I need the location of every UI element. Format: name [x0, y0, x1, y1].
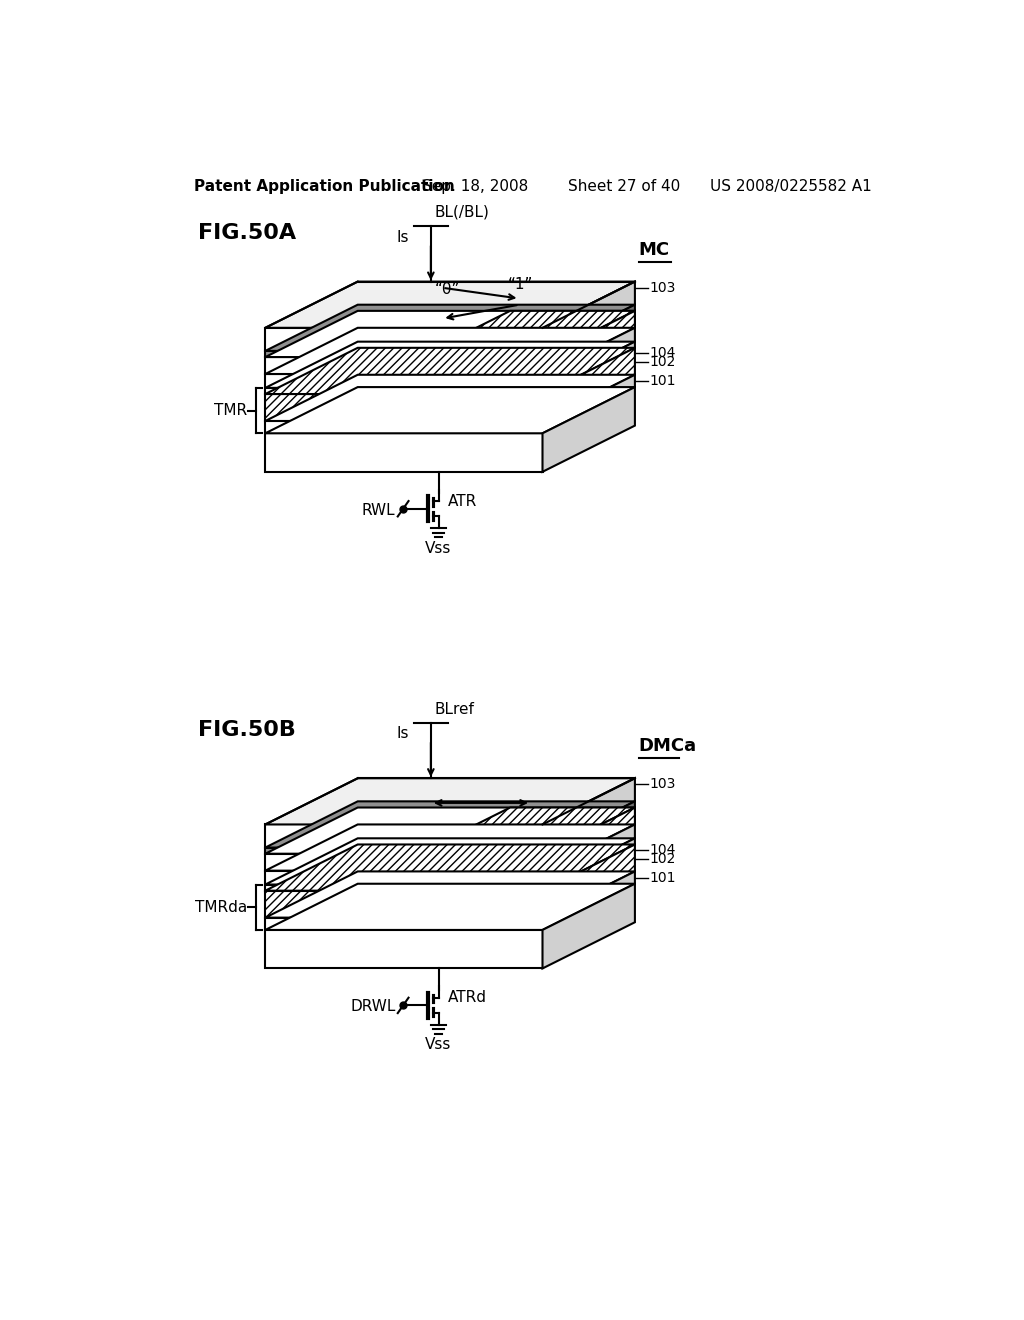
Polygon shape [418, 312, 635, 358]
Polygon shape [265, 884, 543, 891]
Polygon shape [543, 342, 635, 395]
Text: 103: 103 [649, 281, 676, 294]
Polygon shape [265, 342, 635, 388]
Polygon shape [543, 801, 635, 854]
Polygon shape [543, 779, 635, 847]
Polygon shape [543, 327, 635, 388]
Polygon shape [265, 808, 635, 854]
Text: “1”: “1” [508, 277, 534, 292]
Polygon shape [265, 421, 543, 433]
Polygon shape [543, 312, 635, 374]
Polygon shape [543, 825, 635, 884]
Text: ATR: ATR [447, 494, 477, 508]
Polygon shape [418, 854, 543, 871]
Polygon shape [265, 358, 543, 374]
Polygon shape [265, 825, 543, 847]
Text: 102: 102 [649, 355, 676, 370]
Text: FIG.50B: FIG.50B [199, 719, 296, 741]
Text: 104: 104 [649, 346, 676, 360]
Polygon shape [543, 305, 635, 358]
Text: 101: 101 [649, 374, 676, 388]
Text: US 2008/0225582 A1: US 2008/0225582 A1 [710, 178, 871, 194]
Text: BL(/BL): BL(/BL) [435, 205, 489, 220]
Polygon shape [265, 433, 543, 471]
Polygon shape [543, 281, 635, 351]
Polygon shape [265, 327, 543, 351]
Polygon shape [265, 917, 543, 929]
Text: Vss: Vss [425, 541, 452, 556]
Text: Is: Is [397, 726, 410, 742]
Polygon shape [265, 871, 543, 884]
Polygon shape [265, 854, 543, 871]
Polygon shape [265, 779, 635, 825]
Text: RWL: RWL [361, 503, 395, 517]
Polygon shape [543, 884, 635, 969]
Polygon shape [265, 845, 635, 891]
Polygon shape [265, 348, 635, 395]
Polygon shape [265, 387, 635, 433]
Polygon shape [265, 351, 543, 358]
Text: DRWL: DRWL [350, 999, 395, 1015]
Polygon shape [543, 871, 635, 929]
Polygon shape [418, 808, 635, 854]
Text: ATRd: ATRd [447, 990, 486, 1006]
Polygon shape [543, 838, 635, 891]
Text: TMR: TMR [214, 403, 247, 418]
Polygon shape [543, 348, 635, 421]
Polygon shape [265, 312, 635, 358]
Text: 101: 101 [649, 871, 676, 884]
Polygon shape [265, 395, 543, 421]
Polygon shape [265, 305, 635, 351]
Text: Sep. 18, 2008: Sep. 18, 2008 [422, 178, 527, 194]
Text: Patent Application Publication: Patent Application Publication [194, 178, 455, 194]
Polygon shape [265, 327, 635, 374]
Text: 104: 104 [649, 843, 676, 857]
Polygon shape [265, 375, 635, 421]
Text: 102: 102 [649, 853, 676, 866]
Text: “0”: “0” [435, 282, 460, 297]
Text: Is: Is [397, 230, 410, 244]
Polygon shape [265, 871, 635, 917]
Text: Sheet 27 of 40: Sheet 27 of 40 [568, 178, 680, 194]
Polygon shape [265, 891, 543, 917]
Text: BLref: BLref [435, 701, 474, 717]
Polygon shape [265, 801, 635, 847]
Polygon shape [543, 387, 635, 471]
Polygon shape [543, 808, 635, 871]
Polygon shape [265, 838, 635, 884]
Text: MC: MC [639, 240, 670, 259]
Polygon shape [543, 312, 635, 374]
Polygon shape [265, 281, 635, 327]
Polygon shape [543, 845, 635, 917]
Text: FIG.50A: FIG.50A [199, 223, 296, 243]
Polygon shape [543, 375, 635, 433]
Polygon shape [265, 374, 543, 388]
Text: 103: 103 [649, 777, 676, 792]
Polygon shape [543, 808, 635, 871]
Polygon shape [265, 825, 635, 871]
Polygon shape [265, 929, 543, 969]
Text: TMRda: TMRda [195, 900, 247, 915]
Text: Vss: Vss [425, 1038, 452, 1052]
Text: DMCa: DMCa [639, 738, 697, 755]
Polygon shape [418, 358, 543, 374]
Polygon shape [265, 388, 543, 395]
Polygon shape [265, 884, 635, 929]
Polygon shape [265, 847, 543, 854]
